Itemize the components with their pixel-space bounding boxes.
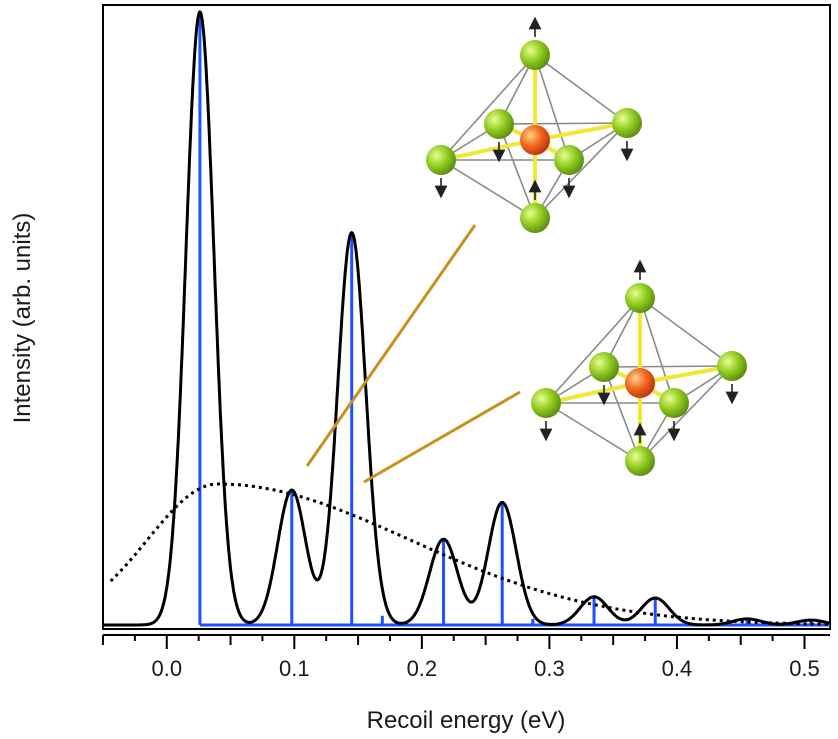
ligand-atom	[625, 446, 655, 476]
plot-frame	[102, 4, 831, 630]
ligand-atom	[554, 145, 584, 175]
x-axis: 0.0 0.1 0.2 0.3 0.4 0.5	[102, 634, 830, 681]
ligand-atom	[520, 40, 550, 70]
cage-edge	[498, 123, 536, 219]
center-atom	[520, 125, 550, 155]
x-tick-label: 0.0	[151, 656, 182, 681]
cage-edge	[534, 54, 570, 161]
cage-edge	[534, 122, 628, 219]
cage-edge	[534, 54, 628, 124]
x-tick-label: 0.1	[279, 656, 310, 681]
bond	[440, 138, 536, 162]
ligand-atom	[717, 351, 747, 381]
cage-edge	[545, 297, 641, 404]
cage-edge	[440, 54, 536, 161]
cage-edge	[639, 365, 733, 462]
ligand-atom	[426, 145, 456, 175]
center-atom	[625, 368, 655, 398]
ligand-atom	[612, 108, 642, 138]
spectrum-curve	[103, 9, 831, 627]
x-axis-title: Recoil energy (eV)	[367, 707, 566, 734]
cage-edge	[498, 122, 628, 125]
bond	[639, 364, 733, 385]
bond	[545, 381, 641, 405]
dotted-envelope	[109, 482, 831, 626]
x-tick-label: 0.3	[534, 656, 565, 681]
x-tick-label: 0.4	[662, 656, 693, 681]
ligand-atom	[625, 283, 655, 313]
cage-edge	[440, 159, 536, 219]
ligand-atom	[531, 388, 561, 418]
x-tick-label: 0.2	[407, 656, 438, 681]
stick-spectrum	[198, 12, 830, 627]
ligand-atom	[659, 388, 689, 418]
cage-edge	[603, 365, 733, 368]
connector-line-upper	[305, 224, 477, 467]
ligand-atom	[589, 352, 619, 382]
ligand-atom	[520, 203, 550, 233]
molecule-inset-upper	[426, 16, 642, 233]
y-axis-title: Intensity (arb. units)	[9, 213, 36, 424]
connector-line-lower	[363, 390, 521, 484]
envelope-line	[109, 482, 831, 626]
cage-edge	[545, 402, 641, 462]
molecule-inset-lower	[531, 259, 747, 476]
cage-edge	[639, 297, 733, 367]
cage-edge	[603, 366, 641, 462]
x-tick-label: 0.5	[789, 656, 820, 681]
ligand-atom	[484, 109, 514, 139]
curve-line	[103, 9, 831, 627]
bond	[534, 121, 628, 142]
cage-edge	[639, 297, 675, 404]
